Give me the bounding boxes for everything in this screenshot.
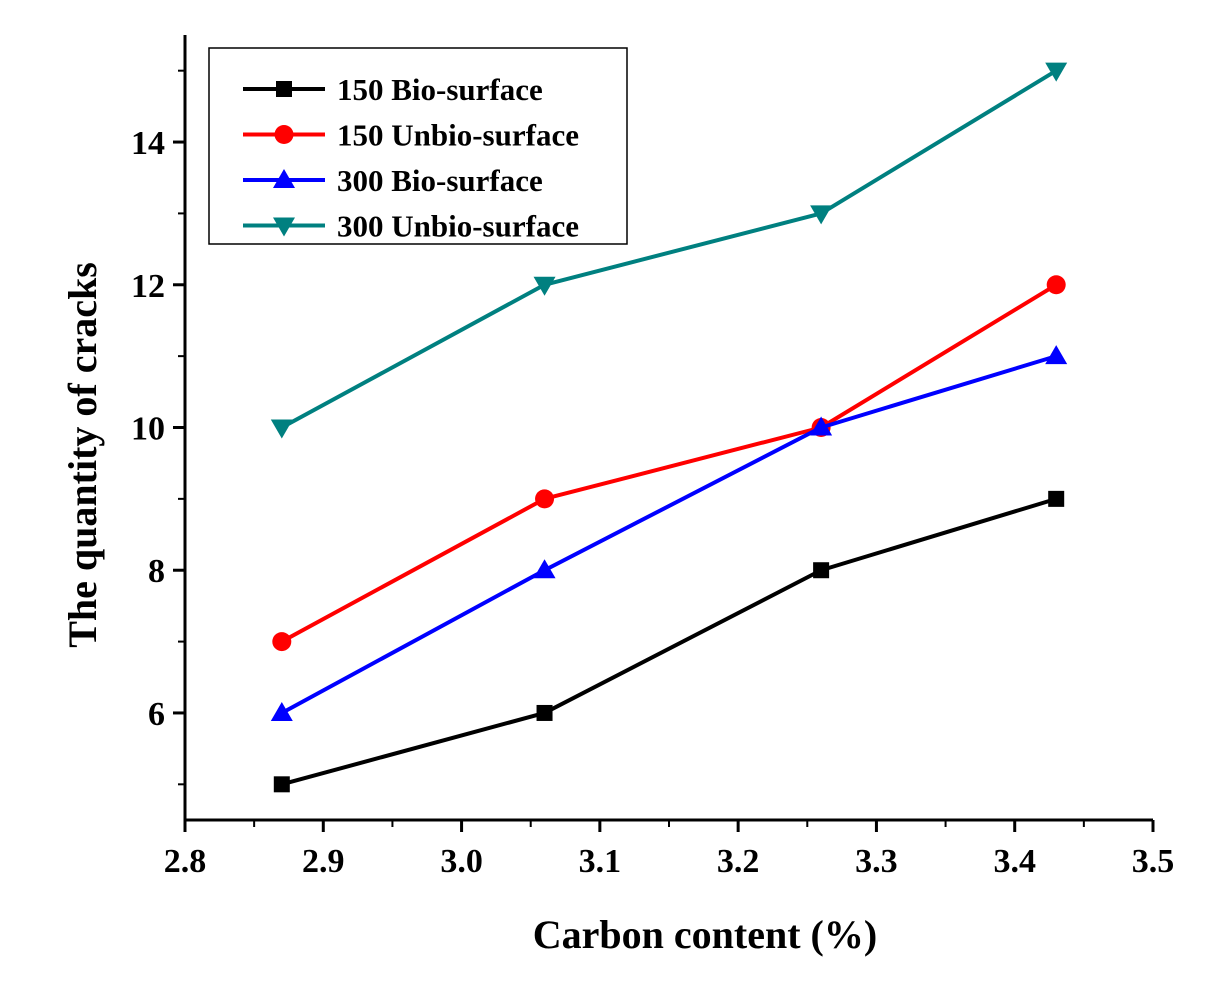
series-1 xyxy=(273,490,1065,793)
legend-label: 300 Bio-surface xyxy=(337,163,543,198)
x-tick-label: 3.0 xyxy=(440,843,483,880)
legend-label: 150 Unbio-surface xyxy=(337,118,579,153)
data-point xyxy=(533,559,556,579)
series-line xyxy=(280,354,1057,715)
legend-box xyxy=(208,47,628,245)
series-3 xyxy=(270,345,1068,721)
legend-swatch-marker xyxy=(276,81,292,97)
legend-swatch-marker xyxy=(273,217,295,237)
y-axis-title: The quantity of cracks xyxy=(60,262,105,648)
y-tick-label: 6 xyxy=(148,696,165,733)
data-point xyxy=(813,562,830,579)
data-point xyxy=(536,704,553,721)
x-tick-label: 3.4 xyxy=(993,843,1036,880)
y-tick-label: 10 xyxy=(131,411,165,448)
y-tick-label: 12 xyxy=(131,268,165,305)
series-line xyxy=(280,68,1058,430)
series-line xyxy=(281,496,1057,787)
x-axis-title: Carbon content (%) xyxy=(533,912,877,957)
data-point xyxy=(1045,62,1068,82)
series-4 xyxy=(270,62,1068,439)
legend-label: 300 Unbio-surface xyxy=(337,209,579,244)
x-tick-label: 3.5 xyxy=(1132,843,1175,880)
data-point xyxy=(270,701,293,721)
legend-label: 150 Bio-surface xyxy=(337,72,543,107)
y-tick-label: 14 xyxy=(131,125,165,162)
series-layer xyxy=(270,62,1068,793)
legend-swatch-marker xyxy=(274,125,294,144)
series-line xyxy=(280,283,1058,644)
data-point xyxy=(1045,345,1068,365)
data-point xyxy=(1048,490,1065,507)
series-2 xyxy=(272,275,1066,652)
axes: 2.8 2.9 3.0 3.1 3.2 3.3 3.4 3.5 6 8 10 12 14 xyxy=(131,35,1174,880)
data-point xyxy=(1046,275,1066,295)
y-tick-label: 8 xyxy=(148,553,165,590)
data-point xyxy=(533,276,556,296)
data-point xyxy=(810,416,833,436)
data-point xyxy=(272,632,292,652)
data-point xyxy=(810,205,833,225)
x-tick-label: 2.9 xyxy=(302,843,345,880)
legend: 150 Bio-surface 150 Unbio-surface 300 Bio-… xyxy=(208,47,628,245)
x-tick-label: 3.1 xyxy=(579,843,622,880)
data-point xyxy=(273,776,290,793)
data-point xyxy=(270,419,293,439)
data-point xyxy=(535,489,555,509)
x-tick-label: 2.8 xyxy=(164,843,207,880)
x-tick-label: 3.3 xyxy=(855,843,898,880)
x-tick-label: 3.2 xyxy=(717,843,760,880)
legend-swatch-marker xyxy=(273,169,295,188)
